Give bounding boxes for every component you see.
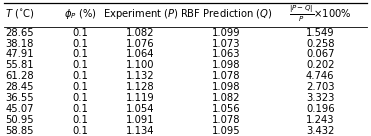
Text: 0.1: 0.1 xyxy=(73,71,89,81)
Text: 0.1: 0.1 xyxy=(73,104,89,114)
Text: 0.067: 0.067 xyxy=(306,49,335,59)
Text: Experiment ($P$): Experiment ($P$) xyxy=(103,7,178,21)
Text: 1.078: 1.078 xyxy=(212,71,240,81)
Text: 1.134: 1.134 xyxy=(127,126,155,136)
Text: 1.095: 1.095 xyxy=(212,126,240,136)
Text: $\phi_{P}$ (%): $\phi_{P}$ (%) xyxy=(64,7,97,21)
Text: 1.056: 1.056 xyxy=(212,104,240,114)
Text: 4.746: 4.746 xyxy=(306,71,335,81)
Text: $\frac{|P-Q|}{P}$$\times$100%: $\frac{|P-Q|}{P}$$\times$100% xyxy=(289,3,352,24)
Text: 1.549: 1.549 xyxy=(306,28,335,38)
Text: $T$ ($^{\circ}$C): $T$ ($^{\circ}$C) xyxy=(5,7,35,20)
Text: 58.85: 58.85 xyxy=(5,126,34,136)
Text: 0.1: 0.1 xyxy=(73,126,89,136)
Text: 0.1: 0.1 xyxy=(73,115,89,125)
Text: 1.078: 1.078 xyxy=(212,115,240,125)
Text: 28.65: 28.65 xyxy=(5,28,34,38)
Text: 0.202: 0.202 xyxy=(306,60,335,70)
Text: 1.064: 1.064 xyxy=(127,49,155,59)
Text: 0.1: 0.1 xyxy=(73,28,89,38)
Text: 1.073: 1.073 xyxy=(212,38,240,49)
Text: 0.1: 0.1 xyxy=(73,93,89,103)
Text: 1.098: 1.098 xyxy=(212,82,240,92)
Text: 1.119: 1.119 xyxy=(126,93,155,103)
Text: 28.45: 28.45 xyxy=(5,82,34,92)
Text: RBF Prediction ($Q$): RBF Prediction ($Q$) xyxy=(180,7,273,20)
Text: 1.054: 1.054 xyxy=(127,104,155,114)
Text: 61.28: 61.28 xyxy=(5,71,34,81)
Text: 0.196: 0.196 xyxy=(306,104,335,114)
Text: 1.098: 1.098 xyxy=(212,60,240,70)
Text: 0.1: 0.1 xyxy=(73,60,89,70)
Text: 38.18: 38.18 xyxy=(5,38,33,49)
Text: 55.81: 55.81 xyxy=(5,60,34,70)
Text: 1.082: 1.082 xyxy=(212,93,240,103)
Text: 1.100: 1.100 xyxy=(127,60,155,70)
Text: 2.703: 2.703 xyxy=(306,82,335,92)
Text: 45.07: 45.07 xyxy=(5,104,34,114)
Text: 0.258: 0.258 xyxy=(306,38,335,49)
Text: 1.128: 1.128 xyxy=(126,82,155,92)
Text: 1.076: 1.076 xyxy=(126,38,155,49)
Text: 1.132: 1.132 xyxy=(126,71,155,81)
Text: 1.099: 1.099 xyxy=(212,28,240,38)
Text: 36.55: 36.55 xyxy=(5,93,34,103)
Text: 50.95: 50.95 xyxy=(5,115,34,125)
Text: 0.1: 0.1 xyxy=(73,82,89,92)
Text: 0.1: 0.1 xyxy=(73,38,89,49)
Text: 1.082: 1.082 xyxy=(127,28,155,38)
Text: 3.432: 3.432 xyxy=(306,126,334,136)
Text: 0.1: 0.1 xyxy=(73,49,89,59)
Text: 47.91: 47.91 xyxy=(5,49,34,59)
Text: 1.063: 1.063 xyxy=(212,49,240,59)
Text: 1.243: 1.243 xyxy=(306,115,335,125)
Text: 3.323: 3.323 xyxy=(306,93,334,103)
Text: 1.091: 1.091 xyxy=(126,115,155,125)
